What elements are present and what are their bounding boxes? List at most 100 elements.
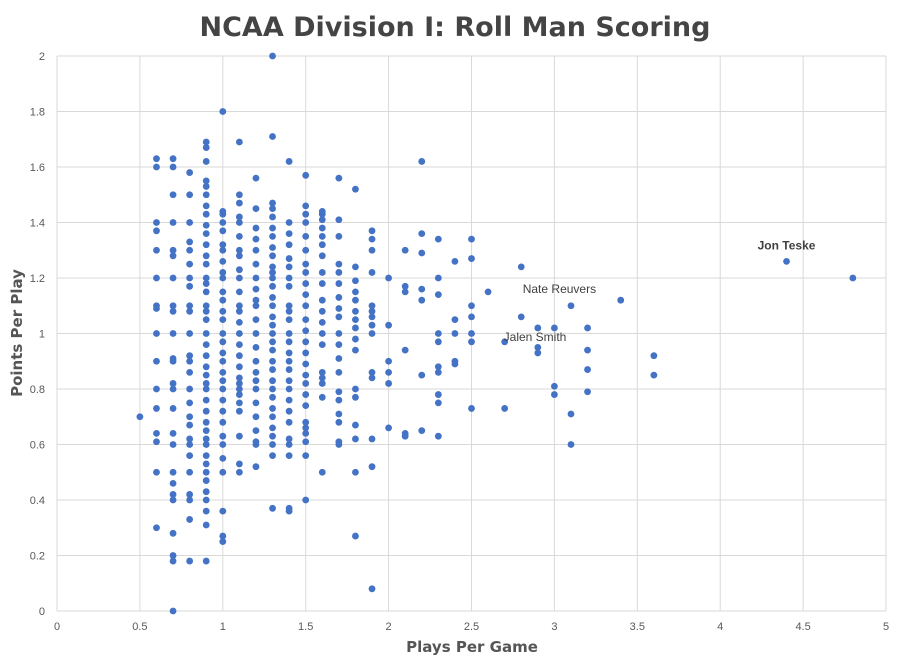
data-point (269, 244, 276, 251)
x-tick-label: 5 (883, 621, 889, 633)
data-point (302, 232, 310, 240)
data-point (235, 363, 243, 371)
data-point (269, 252, 276, 260)
data-point (202, 288, 210, 296)
data-point (202, 441, 210, 448)
data-point (401, 288, 409, 296)
data-point (235, 219, 243, 226)
data-point (451, 257, 459, 265)
data-point (434, 235, 442, 243)
data-point (335, 232, 343, 240)
data-point (285, 330, 293, 337)
data-point (186, 441, 194, 448)
data-point (434, 391, 442, 398)
data-point (468, 235, 475, 243)
data-point (368, 235, 376, 243)
data-point (368, 463, 376, 471)
data-point (202, 341, 210, 348)
data-point (219, 338, 227, 346)
data-point (219, 219, 227, 226)
data-point (169, 252, 177, 260)
data-point (235, 374, 243, 382)
x-tick-label: 2.5 (464, 621, 479, 633)
data-point (285, 316, 293, 324)
x-tick-label: 4 (717, 621, 723, 633)
data-point (451, 330, 459, 337)
data-point (219, 396, 227, 404)
data-point (153, 357, 160, 365)
data-point (318, 224, 326, 232)
data-point (219, 274, 227, 282)
data-point (285, 158, 293, 165)
data-point (468, 313, 475, 321)
x-tick-label: 0 (54, 621, 60, 633)
data-point (335, 280, 343, 287)
data-point (517, 263, 525, 271)
data-point (202, 230, 210, 238)
data-point (285, 230, 293, 238)
data-point (252, 377, 260, 385)
data-point (269, 213, 276, 221)
data-point (252, 463, 260, 471)
data-point (169, 219, 177, 226)
data-point (202, 396, 210, 404)
data-point (186, 219, 194, 226)
data-point (335, 260, 343, 268)
data-point (169, 302, 177, 310)
data-point (186, 421, 194, 429)
data-point (302, 402, 310, 410)
data-point (269, 282, 276, 290)
y-tick-label: 1 (39, 329, 45, 341)
data-point (252, 427, 260, 435)
data-point (153, 524, 160, 532)
data-point (352, 346, 359, 354)
data-point (186, 282, 194, 290)
data-point (318, 210, 326, 218)
data-point (169, 385, 177, 393)
data-point (219, 538, 227, 546)
data-point (252, 235, 260, 243)
data-point (567, 410, 575, 418)
data-point (285, 282, 293, 290)
data-point (285, 396, 293, 404)
data-point (302, 302, 310, 310)
data-point (285, 255, 293, 262)
data-point (318, 269, 326, 276)
data-point (534, 349, 542, 357)
data-point (235, 302, 243, 310)
data-point (385, 357, 392, 365)
data-point (501, 338, 509, 346)
data-point (202, 557, 210, 565)
data-point (202, 427, 210, 435)
data-point (269, 338, 276, 346)
data-point (169, 496, 177, 504)
data-point (352, 335, 359, 343)
data-point (136, 413, 144, 421)
y-tick-label: 1.2 (30, 273, 45, 285)
data-point (269, 52, 276, 60)
data-point (285, 441, 293, 448)
data-point (252, 302, 260, 310)
data-point (567, 441, 575, 448)
y-tick-label: 0.6 (30, 440, 45, 452)
data-point (318, 241, 326, 249)
data-point (169, 529, 177, 537)
data-point (302, 496, 310, 504)
data-point (318, 280, 326, 287)
data-point (202, 307, 210, 315)
data-point (219, 418, 227, 426)
data-point (302, 202, 310, 210)
data-point (235, 138, 243, 146)
data-point (335, 330, 343, 337)
data-point (385, 380, 392, 387)
data-point (235, 274, 243, 282)
data-point (186, 491, 194, 498)
data-point (269, 432, 276, 440)
data-point (269, 504, 276, 512)
data-point (368, 302, 376, 310)
data-point (153, 385, 160, 393)
data-point (252, 399, 260, 407)
data-point (269, 441, 276, 448)
data-point (335, 294, 343, 301)
